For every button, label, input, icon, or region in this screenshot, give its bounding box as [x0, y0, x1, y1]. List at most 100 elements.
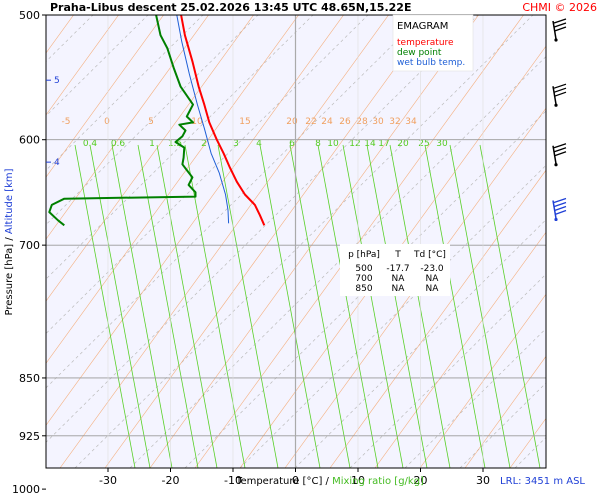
value-table-cell: 700 — [355, 274, 372, 284]
mixing-ratio-label: 2 — [201, 139, 207, 149]
wind-barb — [552, 83, 567, 107]
moist-adiabat-label: -5 — [62, 117, 71, 127]
moist-adiabat-label: 34 — [405, 117, 417, 127]
x-tick-label: 0 — [292, 474, 299, 487]
wind-barb-flag — [554, 209, 567, 216]
mixing-ratio-line — [184, 144, 246, 468]
moist-adiabat-label: 28 — [356, 117, 368, 127]
wind-barb-flag — [554, 151, 567, 157]
mixing-ratio-line — [289, 144, 351, 468]
y-tick-label: 1000 — [12, 483, 40, 496]
y-axis-label-altitude: Altitude [km] — [4, 168, 15, 234]
altitude-tick-label: 4 — [54, 158, 60, 168]
wind-barb-dot — [554, 38, 558, 42]
y-tick-label: 600 — [19, 134, 40, 147]
x-tick-label: 30 — [476, 474, 490, 487]
x-tick-label: -20 — [162, 474, 180, 487]
value-table-cell: NA — [392, 284, 406, 294]
wind-barb-staff — [552, 145, 557, 164]
wind-barb-flag — [554, 201, 567, 208]
value-table-cell: 850 — [355, 284, 372, 294]
moist-adiabat-line — [464, 355, 546, 468]
x-tick-label: -10 — [224, 474, 242, 487]
wind-barb-flag — [554, 87, 567, 93]
mixing-ratio-label: 20 — [397, 139, 409, 149]
mixing-ratio-label: 1 — [149, 139, 155, 149]
moist-adiabat-line — [329, 169, 546, 468]
wind-barb — [552, 143, 567, 167]
dew-point-line — [48, 15, 197, 227]
temperature-line — [180, 15, 266, 226]
legend-title: EMAGRAM — [397, 21, 448, 32]
y-axis-label-pressure: Pressure [hPa] — [4, 244, 15, 316]
moist-adiabat-label: 15 — [239, 117, 250, 127]
mixing-ratio-label: 1.5 — [168, 139, 182, 149]
value-table-background — [340, 244, 450, 296]
x-axis-label: Temperature [°C] / Mixing ratio [g/kg] — [235, 476, 424, 487]
moist-adiabat-line — [46, 15, 344, 426]
mixing-ratio-line — [317, 144, 379, 468]
mixing-ratio-line — [366, 144, 428, 468]
mixing-ratio-label: 25 — [418, 139, 429, 149]
moist-adiabat-label: 10 — [191, 117, 203, 127]
wind-barb-flag — [553, 197, 567, 204]
value-table-cell: NA — [392, 274, 406, 284]
moist-adiabat-label: 20 — [286, 117, 298, 127]
moist-adiabat-line — [46, 15, 164, 178]
legend-background — [392, 14, 474, 72]
wind-barb-staff — [552, 200, 557, 219]
mixing-ratio-line — [217, 144, 279, 468]
mixing-ratio-label: 8 — [315, 139, 321, 149]
legend-dew-point: dew point — [397, 48, 442, 58]
y-axis-label: Pressure [hPa] / Altitude [km] — [4, 168, 15, 315]
wind-barb-staff — [552, 20, 557, 40]
y-tick-label: 500 — [19, 9, 40, 22]
x-tick-label: 20 — [414, 474, 428, 487]
mixing-ratio-label: 0.6 — [111, 139, 126, 149]
value-table-cell: NA — [426, 274, 440, 284]
mixing-ratio-label: 12 — [349, 139, 360, 149]
wind-barb-flag — [554, 205, 567, 212]
y-tick-label: 700 — [19, 239, 40, 252]
dry-adiabat-line — [570, 13, 600, 468]
legend-temperature: temperature — [397, 38, 454, 48]
mixing-ratio-label: 10 — [327, 139, 339, 149]
y-tick-label: 850 — [19, 372, 40, 385]
mixing-ratio-line — [137, 144, 199, 468]
moist-adiabat-line — [194, 15, 524, 468]
x-tick-label: 10 — [351, 474, 365, 487]
wind-barb-flag — [554, 26, 567, 32]
wind-barb — [552, 197, 567, 222]
legend-box: EMAGRAM temperature dew point wet bulb t… — [392, 14, 474, 72]
mixing-ratio-line — [259, 144, 321, 468]
moist-adiabat-label: 30 — [372, 117, 384, 127]
x-axis-label-separator: / — [326, 476, 330, 487]
value-table: p [hPa] T Td [°C] 500 -17.7 -23.0 700 NA… — [340, 244, 450, 296]
y-tick-label: 925 — [19, 430, 40, 443]
moist-adiabat-line — [46, 15, 209, 240]
chart-title: Praha-Libus descent 25.02.2026 13:45 UTC… — [50, 1, 411, 14]
wind-barb-flag — [553, 18, 567, 24]
x-axis-label-mixing-ratio: Mixing ratio [g/kg] — [332, 476, 424, 487]
x-axis-label-temperature: Temperature [°C] — [235, 476, 322, 487]
value-table-cell: -23.0 — [420, 264, 444, 274]
mixing-ratio-line — [156, 144, 218, 468]
moist-adiabat-line — [419, 293, 546, 468]
value-table-cell: 500 — [355, 264, 372, 274]
moist-adiabat-line — [104, 15, 434, 468]
value-table-header: Td [°C] — [413, 250, 446, 260]
wind-barb-flag — [554, 91, 567, 97]
mixing-ratio-line — [342, 144, 404, 468]
mixing-ratio-line — [479, 144, 541, 468]
mixing-ratio-line — [389, 144, 451, 468]
brand-logo: CHMI © 2026 — [522, 1, 597, 14]
wind-barbs — [552, 18, 567, 222]
moist-adiabat-line — [284, 107, 546, 468]
altitude-tick-label: 5 — [54, 76, 60, 86]
wind-barb-flag — [553, 83, 567, 89]
wind-barb — [552, 18, 567, 42]
mixing-ratio-line — [424, 144, 486, 468]
mixing-ratio-line — [449, 144, 511, 468]
